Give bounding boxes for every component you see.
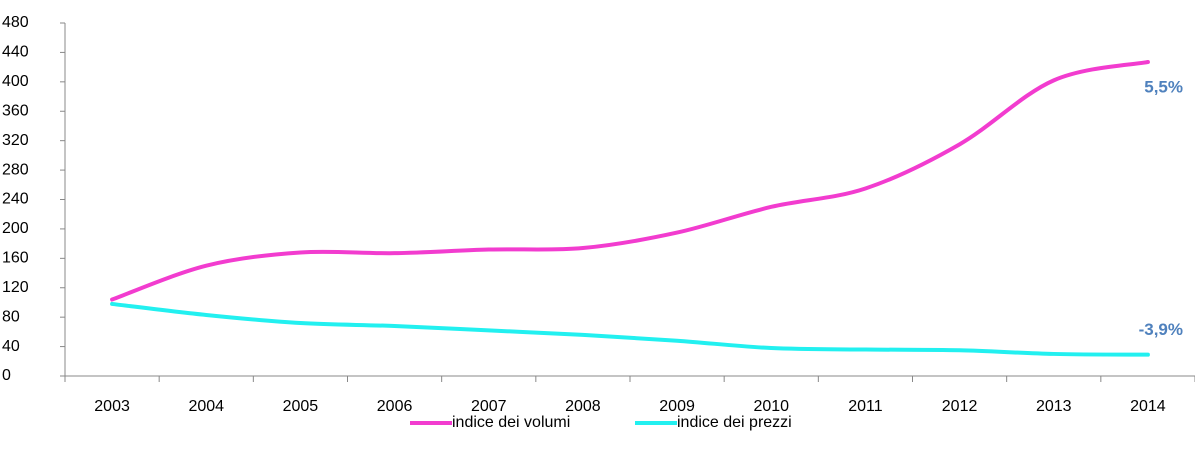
x-tick-label: 2010 [753,398,789,415]
x-tick-label: 2011 [848,398,883,415]
x-tick-label: 2005 [283,398,319,415]
x-tick-label: 2006 [377,398,413,415]
y-tick-label: 360 [2,102,29,119]
x-tick-label: 2009 [659,398,695,415]
legend-label: indice dei prezzi [677,414,792,431]
y-tick-label: 40 [2,338,20,355]
y-tick-label: 80 [2,308,20,325]
y-tick-label: 440 [2,44,29,61]
annotation: 5,5% [1144,77,1183,96]
x-tick-label: 2012 [942,398,978,415]
y-tick-label: 160 [2,250,29,267]
y-tick-label: 320 [2,132,29,149]
x-tick-label: 2004 [188,398,224,415]
y-tick-label: 120 [2,279,29,296]
x-tick-label: 2013 [1036,398,1072,415]
series-line [110,59,1150,302]
y-tick-label: 0 [2,367,11,384]
y-tick-label: 480 [2,14,29,31]
x-tick-label: 2008 [565,398,601,415]
y-tick-label: 280 [2,161,29,178]
y-tick-label: 200 [2,220,29,237]
legend-label: indice dei volumi [452,414,570,431]
x-tick-label: 2014 [1130,398,1166,415]
y-tick-label: 240 [2,191,29,208]
x-tick-label: 2007 [471,398,507,415]
series-line [110,301,1150,357]
y-tick-label: 400 [2,73,29,90]
annotation: -3,9% [1139,320,1183,339]
x-tick-label: 2003 [94,398,130,415]
